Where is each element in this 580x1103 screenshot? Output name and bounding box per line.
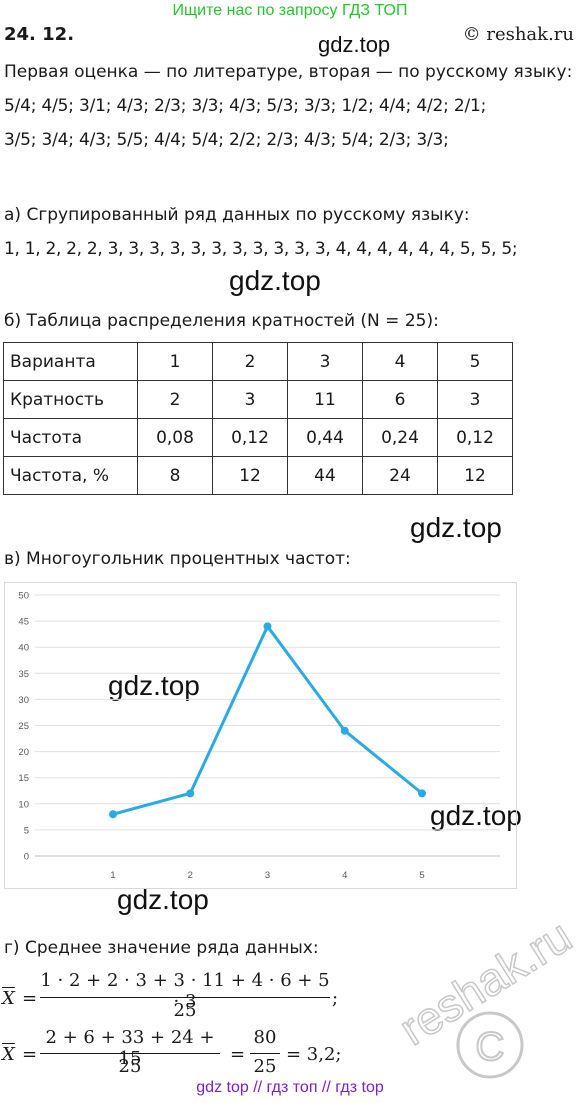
fraction-bar [40,1053,220,1054]
part-g-heading: г) Среднее значение ряда данных: [4,938,319,958]
table-cell: 5 [437,342,513,381]
y-tick-label: 10 [18,799,29,810]
equals-sign: = [230,1044,246,1065]
table-cell: 0,24 [362,418,438,457]
table-cell: 0,12 [212,418,288,457]
mean-result: = 3,2; [286,1044,342,1065]
grade-pairs-line-2: 3/5; 3/4; 4/3; 5/5; 4/4; 5/4; 2/2; 2/3; … [4,130,449,150]
table-row: Варианта 1 2 3 4 5 [3,342,513,381]
table-cell: 0,08 [137,418,213,457]
part-a-heading: а) Сгрупированный ряд данных по русскому… [4,205,470,225]
table-cell: 1 [137,342,213,381]
semicolon: ; [332,988,339,1009]
data-point [109,810,117,819]
data-point [263,622,272,631]
fraction-numerator: 80 [253,1027,277,1048]
table-cell: 12 [437,456,513,495]
reshak-watermark: reshak.ru C [395,925,580,1079]
y-tick-label: 30 [18,695,29,706]
table-cell: 24 [362,456,438,495]
y-tick-label: 45 [18,617,29,628]
table-cell: 12 [212,456,288,495]
mean-symbol: X [2,1044,15,1065]
fraction-bar [250,1053,280,1054]
table-row: Кратность 2 3 11 6 3 [3,380,513,419]
intro-text: Первая оценка — по литературе, вторая — … [4,62,573,82]
data-point [418,789,426,798]
part-v-heading: в) Многоугольник процентных частот: [4,549,351,569]
table-cell: 11 [287,380,363,419]
table-cell: 4 [362,342,438,381]
y-tick-label: 50 [18,591,29,602]
mean-symbol: X [2,988,15,1009]
fraction-denominator: 25 [118,1056,142,1077]
row-label: Частота, % [3,456,138,495]
y-tick-label: 40 [18,643,29,654]
row-label: Варианта [3,342,138,381]
table-row: Частота, % 8 12 44 24 12 [3,456,513,495]
problem-number: 24. 12. [4,24,75,45]
y-tick-label: 0 [24,852,29,863]
top-banner[interactable]: Ищите нас по запросу ГДЗ ТОП [172,2,408,19]
copyright-label: © reshak.ru [462,24,574,45]
table-cell: 8 [137,456,213,495]
data-point [186,789,195,798]
fraction-denominator: 25 [173,1000,197,1021]
y-tick-label: 25 [18,721,29,732]
table-cell: 2 [212,342,288,381]
series-line [112,624,423,816]
gdz-watermark: gdz.top [430,800,522,831]
footer-links[interactable]: gdz top // гдз топ // гдз top [196,1079,384,1096]
row-label: Кратность [3,380,138,419]
gdz-watermark: gdz.top [229,265,321,296]
fraction-numerator: 1 · 2 + 2 · 3 + 3 · 11 + 4 · 6 + 5 · 3 [40,970,330,1012]
x-tick-label: 3 [265,870,270,881]
table-cell: 0,44 [287,418,363,457]
svg-text:C: C [476,1025,505,1069]
gdz-watermark: gdz.top [117,884,209,915]
table-cell: 3 [212,380,288,419]
table-cell: 3 [437,380,513,419]
copyright-icon [456,1011,524,1079]
equals-sign: = [22,1044,38,1065]
fraction-bar [40,997,330,998]
table-cell: 44 [287,456,363,495]
table-cell: 2 [137,380,213,419]
table-cell: 3 [287,342,363,381]
equals-sign: = [22,988,38,1009]
x-tick-label: 1 [110,870,115,881]
fraction-denominator: 25 [253,1056,277,1077]
y-tick-label: 20 [18,747,29,758]
gdz-watermark: gdz.top [108,670,200,701]
x-tick-label: 2 [188,870,193,881]
table-cell: 6 [362,380,438,419]
data-point [340,726,349,735]
x-tick-label: 4 [342,870,347,881]
distribution-table: Варианта 1 2 3 4 5 Кратность 2 3 11 6 3 … [3,342,513,495]
grade-pairs-line-1: 5/4; 4/5; 3/1; 4/3; 2/3; 3/3; 4/3; 5/3; … [4,96,487,116]
table-cell: 0,12 [437,418,513,457]
grouped-series: 1, 1, 2, 2, 2, 3, 3, 3, 3, 3, 3, 3, 3, 3… [4,239,518,259]
x-tick-label: 5 [419,870,424,881]
y-tick-label: 5 [24,825,29,836]
y-tick-label: 35 [18,669,29,680]
gdz-watermark: gdz.top [410,512,502,543]
y-tick-label: 15 [18,773,29,784]
part-b-heading: б) Таблица распределения кратностей (N =… [4,311,439,331]
row-label: Частота [3,418,138,457]
gdz-watermark: gdz.top [318,32,391,57]
table-row: Частота 0,08 0,12 0,44 0,24 0,12 [3,418,513,457]
chart-container: 0 5 10 15 20 25 30 35 40 45 50 1 2 3 4 5 [4,582,517,889]
